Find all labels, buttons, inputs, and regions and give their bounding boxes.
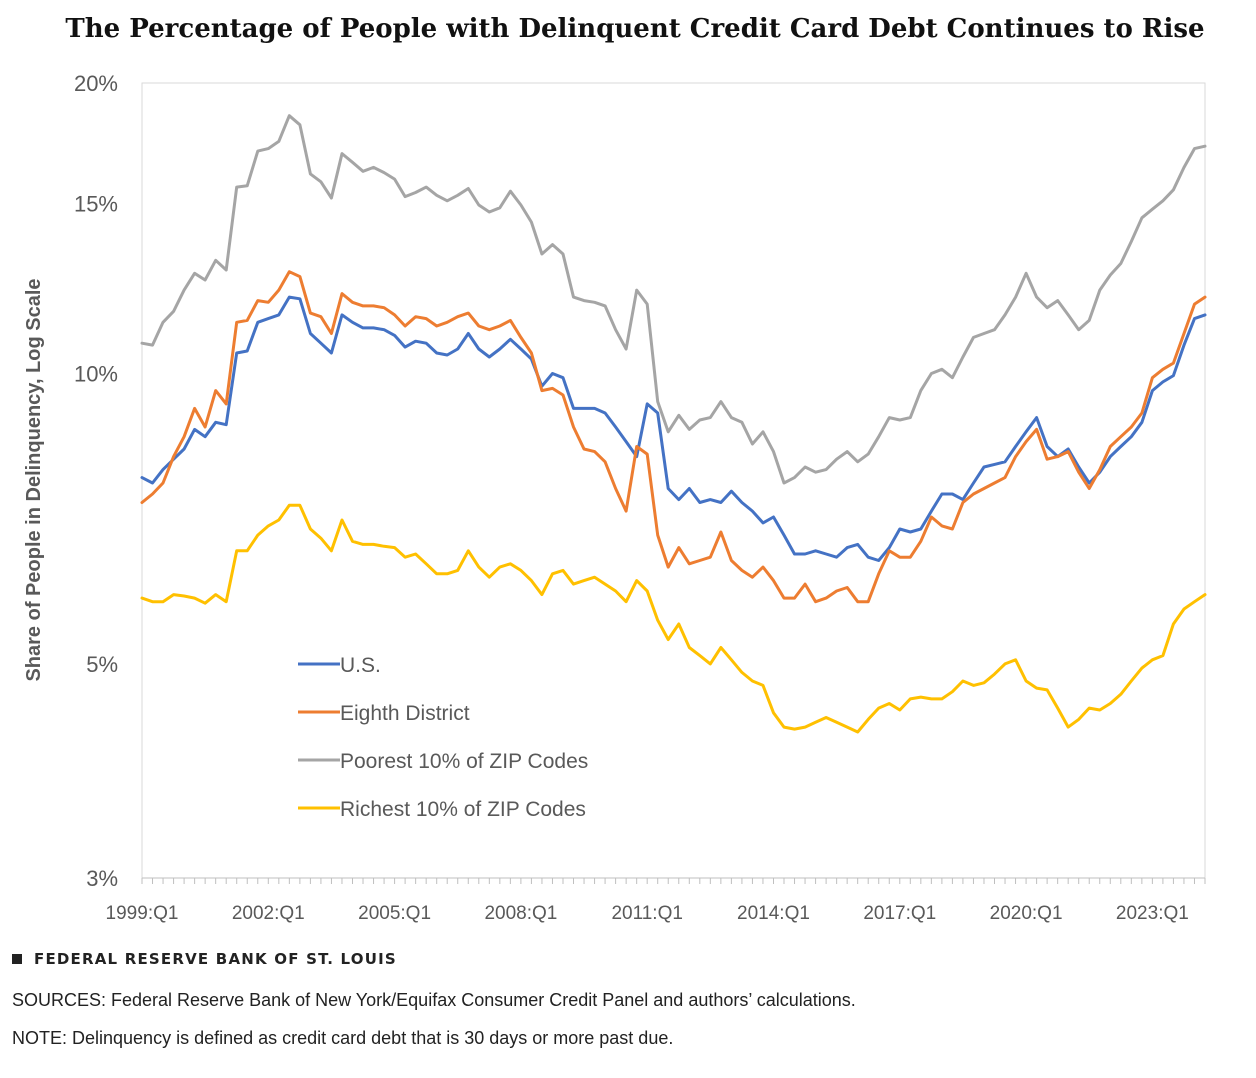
x-tick-label: 2014:Q1	[737, 903, 810, 924]
x-tick-label: 2017:Q1	[863, 903, 936, 924]
series-line-0	[140, 295, 1207, 562]
x-tick-label: 1999:Q1	[106, 903, 179, 924]
series-line-2	[140, 114, 1207, 485]
y-tick-label: 5%	[86, 652, 118, 677]
x-axis: 1999:Q1 2002:Q1 2005:Q1 2008:Q1 2011:Q1 2014:…	[106, 877, 1206, 924]
series-line-3	[140, 503, 1207, 734]
x-tick-label: 2002:Q1	[232, 903, 305, 924]
x-tick-label: 2011:Q1	[611, 903, 682, 924]
y-axis: 3% 5% 10% 15% 20%	[74, 71, 118, 891]
y-tick-label: 10%	[74, 361, 118, 386]
legend-label: Richest 10% of ZIP Codes	[340, 798, 586, 821]
y-axis-label-group: Share of People in Delinquency, Log Scal…	[23, 278, 45, 681]
series-lines	[140, 114, 1207, 734]
x-tick-label: 2020:Q1	[990, 903, 1063, 924]
brand-footer: FEDERAL RESERVE BANK OF ST. LOUIS	[12, 950, 397, 968]
legend-label: Eighth District	[340, 702, 470, 725]
y-tick-label: 3%	[86, 866, 118, 891]
sources-note: SOURCES: Federal Reserve Bank of New Yor…	[12, 990, 856, 1010]
chart-title: The Percentage of People with Delinquent…	[65, 14, 1205, 44]
brand-square-icon	[12, 954, 22, 964]
legend-label: Poorest 10% of ZIP Codes	[340, 750, 588, 773]
legend-label: U.S.	[340, 654, 381, 677]
series-line-1	[140, 270, 1207, 604]
line-chart: Share of People in Delinquency, Log Scal…	[23, 71, 1207, 924]
y-tick-label: 15%	[74, 192, 118, 217]
x-tick-label: 2005:Q1	[358, 903, 431, 924]
x-tick-label: 2008:Q1	[484, 903, 557, 924]
x-tick-label: 2023:Q1	[1116, 903, 1189, 924]
y-axis-label: Share of People in Delinquency, Log Scal…	[23, 278, 45, 681]
y-tick-label: 20%	[74, 71, 118, 96]
legend: U.S. Eighth District Poorest 10% of ZIP Co…	[298, 654, 588, 821]
definition-note: NOTE: Delinquency is defined as credit c…	[12, 1028, 674, 1048]
brand-text: FEDERAL RESERVE BANK OF ST. LOUIS	[34, 950, 397, 968]
